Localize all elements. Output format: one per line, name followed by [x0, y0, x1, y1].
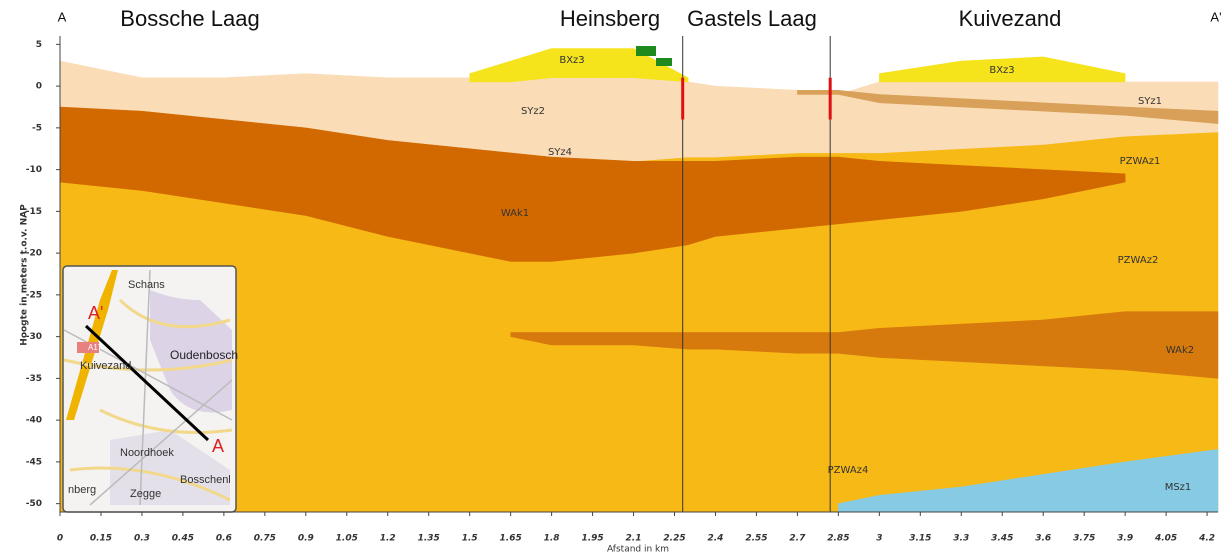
y-tick-label: -50: [26, 499, 42, 509]
section-label: Gastels Laag: [687, 6, 817, 31]
y-tick-label: -5: [32, 123, 42, 133]
layer-label: SYz2: [521, 106, 545, 117]
x-tick-label: 2.4: [707, 534, 723, 544]
layer-label: BXz3: [559, 55, 584, 66]
map-label: Kuivezand: [80, 360, 131, 372]
x-tick-label: 2.7: [789, 534, 806, 544]
layer-label: MSz1: [1165, 482, 1192, 493]
x-tick-label: 0.45: [172, 534, 194, 544]
x-tick-label: 2.25: [663, 534, 685, 544]
x-tick-label: 1.8: [544, 534, 560, 544]
x-tick-label: 0.9: [298, 534, 314, 544]
layer-label: WAk1: [501, 208, 529, 219]
layer-label: SYz1: [1138, 96, 1162, 107]
x-tick-label: 1.35: [418, 534, 440, 544]
map-label: Schans: [128, 279, 165, 291]
y-axis-label: Hoogte in meters t.o.v. NAP: [20, 204, 30, 346]
x-tick-label: 3: [876, 534, 882, 544]
x-tick-label: 4.05: [1154, 534, 1177, 544]
x-tick-label: 1.95: [581, 534, 603, 544]
x-tick-label: 3.75: [1073, 534, 1095, 544]
map-label: Oudenbosch: [170, 348, 238, 362]
x-tick-label: 1.5: [462, 534, 478, 544]
map-label: A': [88, 303, 103, 323]
map-label: A17: [88, 343, 103, 352]
x-tick-label: 0.6: [216, 534, 232, 544]
layer-label: SYz4: [548, 147, 572, 158]
y-tick-label: -20: [26, 249, 42, 259]
y-tick-label: -10: [26, 165, 42, 175]
x-axis-label: Afstand in km: [607, 545, 669, 555]
map-label: Bosschenl: [180, 474, 231, 486]
chart: Hoogte in meters t.o.v. NAP Afstand in k…: [0, 0, 1230, 555]
layer-label: WAk2: [1166, 345, 1194, 356]
inset-map: Schans A' A17 Oudenbosch Kuivezand A Noordhoek…: [63, 266, 238, 512]
y-tick-label: 0: [36, 82, 42, 92]
x-tick-label: 4.2: [1198, 534, 1215, 544]
x-tick-label: 0.3: [134, 534, 150, 544]
x-tick-label: 2.85: [827, 534, 849, 544]
y-tick-label: -25: [26, 290, 42, 300]
layer-label: BXz3: [989, 65, 1014, 76]
green-patch: [656, 58, 672, 66]
y-tick-label: -35: [26, 374, 42, 384]
green-patch: [636, 46, 656, 56]
section-label: Bossche Laag: [120, 6, 259, 31]
x-tick-label: 1.05: [336, 534, 358, 544]
x-tick-label: 0: [57, 534, 63, 544]
layer-label: PZWAz2: [1118, 255, 1159, 266]
x-tick-label: 3.15: [909, 534, 931, 544]
y-tick-label: -40: [26, 416, 42, 426]
map-label: Zegge: [130, 488, 161, 500]
section-label: A': [1210, 9, 1221, 24]
y-tick-label: -15: [26, 207, 42, 217]
map-label: Noordhoek: [120, 447, 174, 459]
section-label: Heinsberg: [560, 6, 660, 31]
layer-label: PZWAz1: [1120, 156, 1161, 167]
x-tick-label: 2.1: [626, 534, 642, 544]
map-label: nberg: [68, 484, 96, 496]
x-tick-label: 3.6: [1035, 534, 1051, 544]
section-label: Kuivezand: [959, 6, 1062, 31]
y-tick-label: -45: [26, 457, 42, 467]
x-tick-label: 0.75: [254, 534, 276, 544]
y-tick-label: -30: [26, 332, 42, 342]
x-tick-label: 3.9: [1117, 534, 1133, 544]
x-tick-label: 1.65: [500, 534, 522, 544]
x-tick-label: 2.55: [745, 534, 767, 544]
map-label: A: [212, 436, 224, 456]
x-tick-label: 3.45: [991, 534, 1013, 544]
x-tick-label: 1.2: [380, 534, 396, 544]
x-tick-label: 3.3: [953, 534, 969, 544]
layer-label: PZWAz4: [828, 465, 869, 476]
y-tick-label: 5: [36, 40, 42, 50]
x-tick-label: 0.15: [90, 534, 112, 544]
section-label: A: [58, 9, 67, 24]
